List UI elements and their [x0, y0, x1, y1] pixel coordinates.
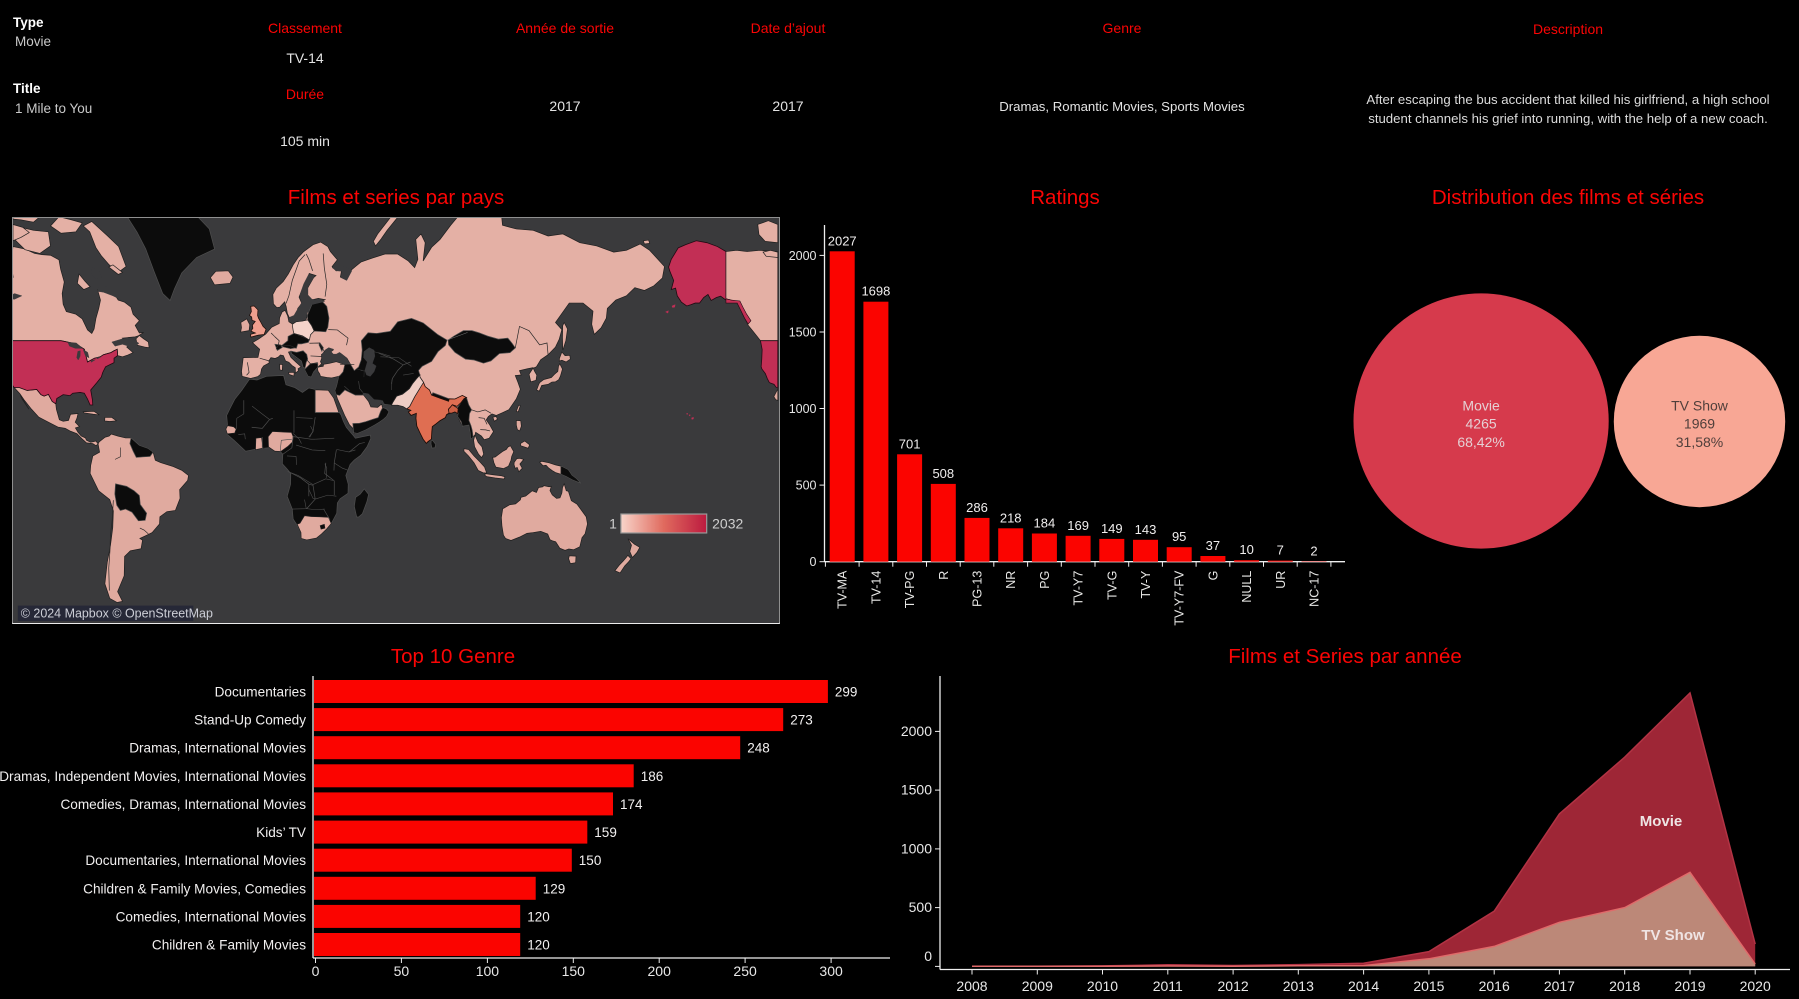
svg-text:NULL: NULL — [1240, 571, 1254, 603]
svg-text:TV-MA: TV-MA — [836, 570, 850, 609]
svg-text:Movie: Movie — [1462, 398, 1500, 414]
svg-text:2012: 2012 — [1218, 978, 1249, 994]
svg-text:1000: 1000 — [789, 402, 817, 416]
svg-text:TV-Y: TV-Y — [1139, 570, 1153, 598]
svg-text:150: 150 — [579, 853, 602, 868]
svg-text:120: 120 — [527, 938, 550, 953]
svg-text:R: R — [937, 571, 951, 580]
svg-text:1000: 1000 — [901, 840, 932, 856]
svg-text:1500: 1500 — [901, 782, 932, 798]
svg-text:2008: 2008 — [956, 978, 987, 994]
svg-text:2000: 2000 — [901, 723, 932, 739]
svg-text:0: 0 — [312, 963, 320, 979]
svg-text:Movie: Movie — [1640, 813, 1683, 830]
svg-text:500: 500 — [909, 899, 933, 915]
svg-text:129: 129 — [543, 881, 566, 896]
svg-text:NC-17: NC-17 — [1308, 571, 1322, 607]
svg-text:1698: 1698 — [861, 284, 890, 299]
svg-text:500: 500 — [796, 479, 817, 493]
svg-text:Documentaries: Documentaries — [215, 685, 307, 700]
svg-text:Children & Family Movies: Children & Family Movies — [152, 938, 306, 953]
svg-text:50: 50 — [394, 963, 410, 979]
svg-text:286: 286 — [966, 500, 988, 515]
svg-text:37: 37 — [1206, 538, 1220, 553]
svg-text:TV-Y7-FV: TV-Y7-FV — [1173, 570, 1187, 626]
svg-text:TV Show: TV Show — [1641, 927, 1705, 944]
svg-text:2020: 2020 — [1740, 978, 1771, 994]
svg-text:248: 248 — [747, 741, 770, 756]
svg-text:1969: 1969 — [1684, 416, 1715, 432]
svg-text:7: 7 — [1277, 543, 1284, 558]
svg-text:95: 95 — [1172, 529, 1186, 544]
svg-text:TV-PG: TV-PG — [903, 571, 917, 609]
svg-text:2017: 2017 — [1544, 978, 1575, 994]
svg-text:186: 186 — [641, 769, 664, 784]
svg-text:Documentaries, International M: Documentaries, International Movies — [85, 853, 306, 868]
svg-text:Stand-Up Comedy: Stand-Up Comedy — [194, 713, 306, 728]
svg-text:Comedies, Dramas, Internationa: Comedies, Dramas, International Movies — [60, 797, 306, 812]
svg-text:2018: 2018 — [1609, 978, 1640, 994]
svg-text:149: 149 — [1101, 521, 1123, 536]
svg-text:Comedies, International Movies: Comedies, International Movies — [116, 909, 307, 924]
svg-text:TV-Y7: TV-Y7 — [1072, 571, 1086, 606]
svg-text:299: 299 — [835, 685, 858, 700]
svg-text:© 2024 Mapbox © OpenStreetMap: © 2024 Mapbox © OpenStreetMap — [21, 607, 213, 621]
svg-text:2016: 2016 — [1479, 978, 1510, 994]
svg-text:68,42%: 68,42% — [1457, 434, 1504, 450]
svg-text:100: 100 — [476, 963, 500, 979]
svg-text:2027: 2027 — [828, 233, 857, 248]
svg-text:31,58%: 31,58% — [1676, 434, 1723, 450]
svg-text:2009: 2009 — [1022, 978, 1053, 994]
svg-text:1: 1 — [609, 515, 617, 531]
svg-text:TV-G: TV-G — [1105, 571, 1119, 600]
svg-text:174: 174 — [620, 797, 643, 812]
svg-text:701: 701 — [899, 436, 921, 451]
svg-text:Kids’ TV: Kids’ TV — [256, 825, 306, 840]
svg-text:2014: 2014 — [1348, 978, 1379, 994]
svg-text:TV-14: TV-14 — [869, 571, 883, 604]
svg-text:Dramas, Independent Movies, In: Dramas, Independent Movies, Internationa… — [0, 769, 306, 784]
svg-text:120: 120 — [527, 909, 550, 924]
svg-text:159: 159 — [594, 825, 617, 840]
svg-text:300: 300 — [819, 963, 843, 979]
svg-text:0: 0 — [924, 948, 932, 964]
svg-text:2: 2 — [1310, 543, 1317, 558]
svg-text:NR: NR — [1004, 571, 1018, 589]
svg-text:169: 169 — [1067, 518, 1089, 533]
svg-text:Dramas, International Movies: Dramas, International Movies — [129, 741, 306, 756]
svg-text:TV Show: TV Show — [1671, 398, 1729, 414]
svg-text:200: 200 — [648, 963, 672, 979]
svg-text:250: 250 — [733, 963, 757, 979]
svg-text:508: 508 — [932, 466, 954, 481]
svg-text:1500: 1500 — [789, 326, 817, 340]
svg-text:4265: 4265 — [1466, 416, 1497, 432]
svg-text:2013: 2013 — [1283, 978, 1314, 994]
svg-text:184: 184 — [1034, 516, 1056, 531]
svg-text:150: 150 — [562, 963, 586, 979]
svg-text:Children & Family Movies, Come: Children & Family Movies, Comedies — [83, 881, 306, 896]
svg-text:2010: 2010 — [1087, 978, 1118, 994]
svg-text:PG: PG — [1038, 571, 1052, 589]
svg-text:218: 218 — [1000, 510, 1022, 525]
svg-text:2032: 2032 — [712, 515, 743, 531]
svg-text:143: 143 — [1135, 522, 1157, 537]
svg-text:2019: 2019 — [1674, 978, 1705, 994]
svg-text:0: 0 — [810, 555, 817, 569]
svg-text:2011: 2011 — [1153, 978, 1183, 994]
svg-text:10: 10 — [1239, 542, 1253, 557]
svg-text:2000: 2000 — [789, 249, 817, 263]
svg-text:G: G — [1206, 571, 1220, 581]
svg-text:273: 273 — [790, 713, 813, 728]
svg-text:UR: UR — [1274, 571, 1288, 589]
svg-text:PG-13: PG-13 — [971, 571, 985, 607]
svg-text:2015: 2015 — [1413, 978, 1444, 994]
